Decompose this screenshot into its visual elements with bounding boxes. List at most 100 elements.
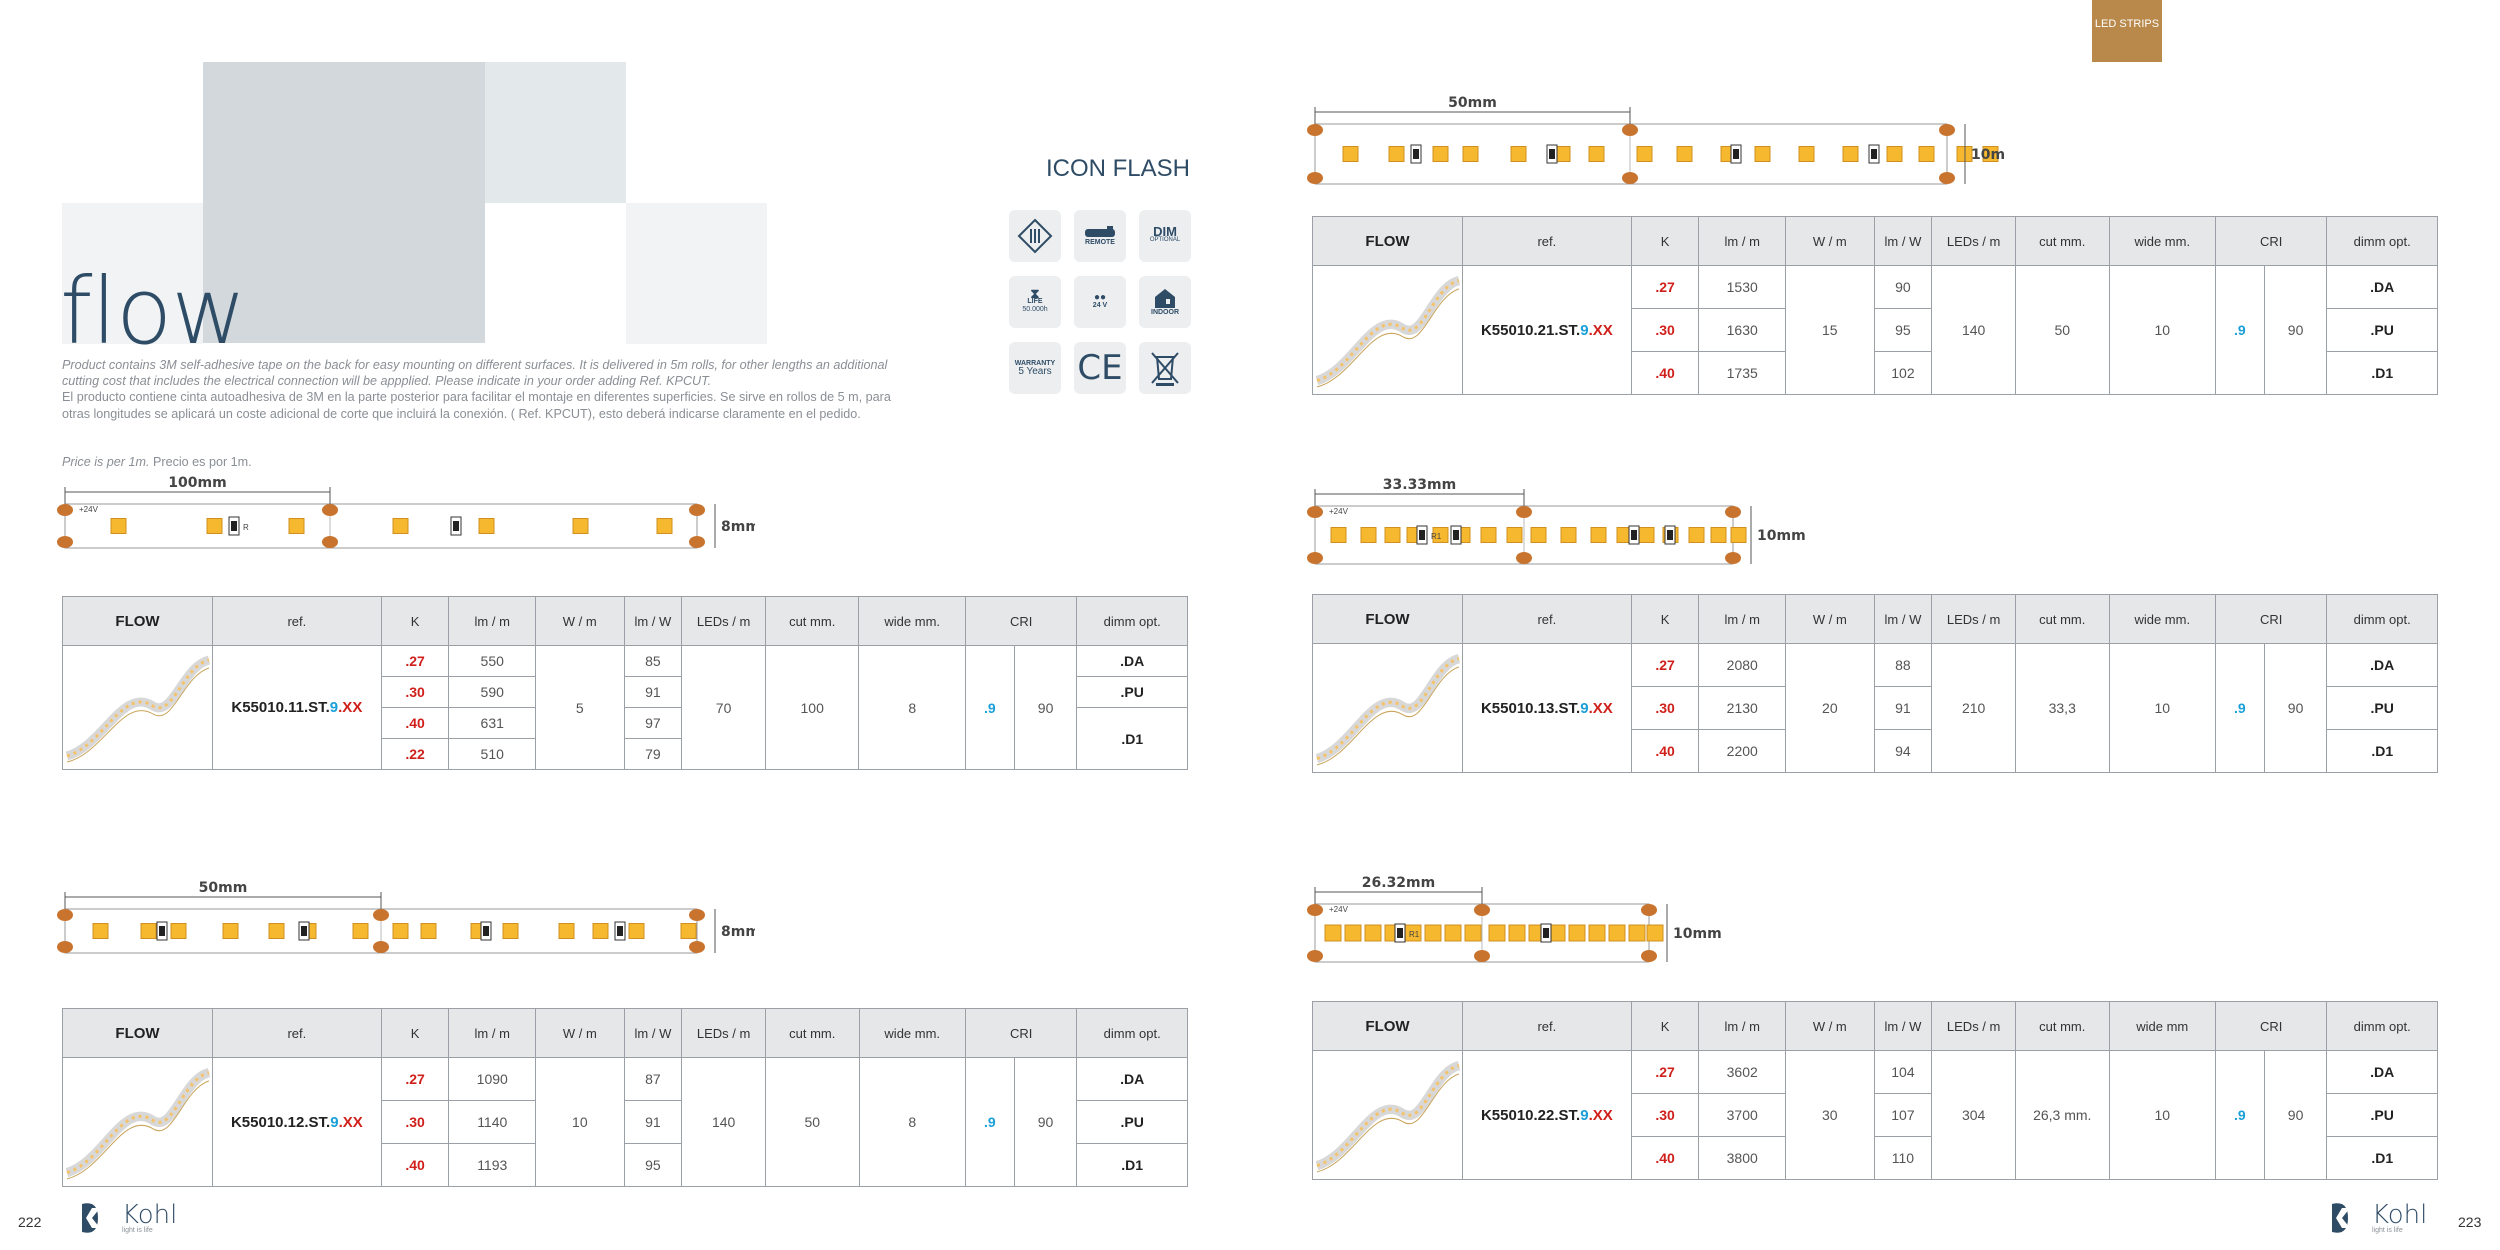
- col-lm-w: lm / W: [1873, 216, 1933, 266]
- strip-photo: [1312, 1050, 1463, 1180]
- col-cri: CRI: [964, 1008, 1078, 1058]
- solder-pad: [322, 536, 338, 548]
- dimming-option: .PU: [1076, 676, 1188, 708]
- table-row: .40 3800 110 .D1: [1313, 1136, 2438, 1180]
- col-wide: wide mm: [2108, 1001, 2217, 1051]
- cut-length: 33,3: [2014, 643, 2110, 773]
- led-chip: [1886, 146, 1903, 162]
- led-chip: [1324, 924, 1342, 942]
- solder-pad: [689, 536, 705, 548]
- led-chip: [1798, 146, 1815, 162]
- led-chip: [206, 518, 223, 534]
- strip-width: 10: [2108, 643, 2216, 773]
- dimming-option: .PU: [1076, 1100, 1188, 1144]
- table-row: .30 1140 91 .PU: [63, 1100, 1188, 1144]
- led-chip: [1842, 146, 1859, 162]
- product-ref: K55010.13.ST.9.XX: [1461, 643, 1632, 773]
- cri-code: .9: [2214, 643, 2265, 773]
- resistor-core: [1543, 928, 1549, 938]
- lumen-per-watt: 90: [1873, 265, 1933, 309]
- led-chip: [1432, 527, 1449, 543]
- led-chip: [1568, 924, 1586, 942]
- cri-code: .9: [964, 1057, 1015, 1187]
- lumen-per-watt: 85: [623, 645, 683, 677]
- cut-length: 50: [764, 1057, 860, 1187]
- led-chip: [268, 923, 285, 939]
- dim-label: DIM: [1153, 224, 1177, 239]
- solder-pad: [1622, 172, 1638, 184]
- led-chip: [1464, 924, 1482, 942]
- deco-square: [203, 62, 485, 343]
- product-title: flow: [60, 258, 246, 365]
- spec-table: FLOW ref. K lm / m W / m lm / W LEDs / m…: [1312, 1001, 2438, 1180]
- led-chip: [1730, 527, 1747, 543]
- strip-body: [64, 503, 698, 549]
- dim-icon: DIM OPTIONAL: [1139, 210, 1191, 262]
- leds-per-m: 210: [1931, 643, 2016, 773]
- lumen-per-m: 1735: [1698, 351, 1787, 395]
- led-chip: [1360, 527, 1377, 543]
- led-chip: [1676, 146, 1693, 162]
- led-chip: [1424, 924, 1442, 942]
- strip-height-label: 8mm: [721, 924, 755, 940]
- col-k: K: [380, 1008, 450, 1058]
- col-ref: ref.: [1461, 594, 1632, 644]
- col-cri: CRI: [964, 596, 1078, 646]
- resistor-core: [453, 521, 459, 531]
- col-k: K: [1630, 594, 1700, 644]
- description-en: Product contains 3M self-adhesive tape o…: [62, 358, 888, 389]
- strip-length-label: 50mm: [1448, 95, 1497, 111]
- led-chip: [1588, 146, 1605, 162]
- col-lm-m: lm / m: [1698, 1001, 1787, 1051]
- leds-per-m: 140: [1931, 265, 2016, 395]
- color-temp-code: .27: [380, 1057, 450, 1101]
- table-row: .30 2130 91 .PU: [1313, 686, 2438, 730]
- lumen-per-m: 3800: [1698, 1136, 1787, 1180]
- col-cut: cut mm.: [2014, 594, 2110, 644]
- spec-table: FLOW ref. K lm / m W / m lm / W LEDs / m…: [62, 596, 1188, 770]
- col-cri: CRI: [2214, 594, 2328, 644]
- led-chip: [352, 923, 369, 939]
- lumen-per-watt: 88: [1873, 643, 1933, 687]
- lumen-per-m: 590: [448, 676, 537, 708]
- led-chip: [1506, 527, 1523, 543]
- dimming-option: .D1: [2326, 351, 2438, 395]
- led-chip: [1560, 527, 1577, 543]
- color-temp-code: .22: [380, 738, 450, 770]
- kohl-logo-icon: [82, 1203, 100, 1233]
- solder-pad: [322, 504, 338, 516]
- led-chip: [1488, 924, 1506, 942]
- description-es: El producto contiene cinta autoadhesiva …: [62, 390, 891, 421]
- col-dimm: dimm opt.: [2326, 1001, 2438, 1051]
- lumen-per-m: 1140: [448, 1100, 537, 1144]
- resistor-core: [1733, 149, 1739, 159]
- cri-value: 90: [2263, 1050, 2328, 1180]
- solder-pad: [1474, 904, 1490, 916]
- dimming-option: .DA: [2326, 1050, 2438, 1094]
- col-wide: wide mm.: [2108, 594, 2216, 644]
- kohl-logo-icon: [2332, 1203, 2350, 1233]
- lumen-per-watt: 110: [1873, 1136, 1933, 1180]
- watt-per-m: 30: [1785, 1050, 1875, 1180]
- color-temp-code: .40: [1630, 1136, 1700, 1180]
- solder-pad: [57, 941, 73, 953]
- lumen-per-watt: 91: [623, 676, 683, 708]
- led-chip: [1344, 924, 1362, 942]
- solder-pad: [1307, 552, 1323, 564]
- col-flow: FLOW: [62, 596, 213, 646]
- solder-pad: [1516, 506, 1532, 518]
- color-temp-code: .30: [1630, 308, 1700, 352]
- led-chip: [222, 923, 239, 939]
- col-dimm: dimm opt.: [1076, 596, 1188, 646]
- solder-pad: [1939, 124, 1955, 136]
- weee-icon: [1139, 342, 1191, 394]
- voltage-label: +24V: [1329, 905, 1349, 914]
- led-chip: [1510, 146, 1527, 162]
- solder-pad: [57, 909, 73, 921]
- led-chip: [1710, 527, 1727, 543]
- voltage-label: +24V: [1329, 507, 1349, 516]
- warranty-icon: WARRANTY 5 Years: [1009, 342, 1061, 394]
- col-k: K: [380, 596, 450, 646]
- strip-height-label: 10mm: [1757, 528, 1806, 544]
- product-ref: K55010.11.ST.9.XX: [211, 645, 382, 770]
